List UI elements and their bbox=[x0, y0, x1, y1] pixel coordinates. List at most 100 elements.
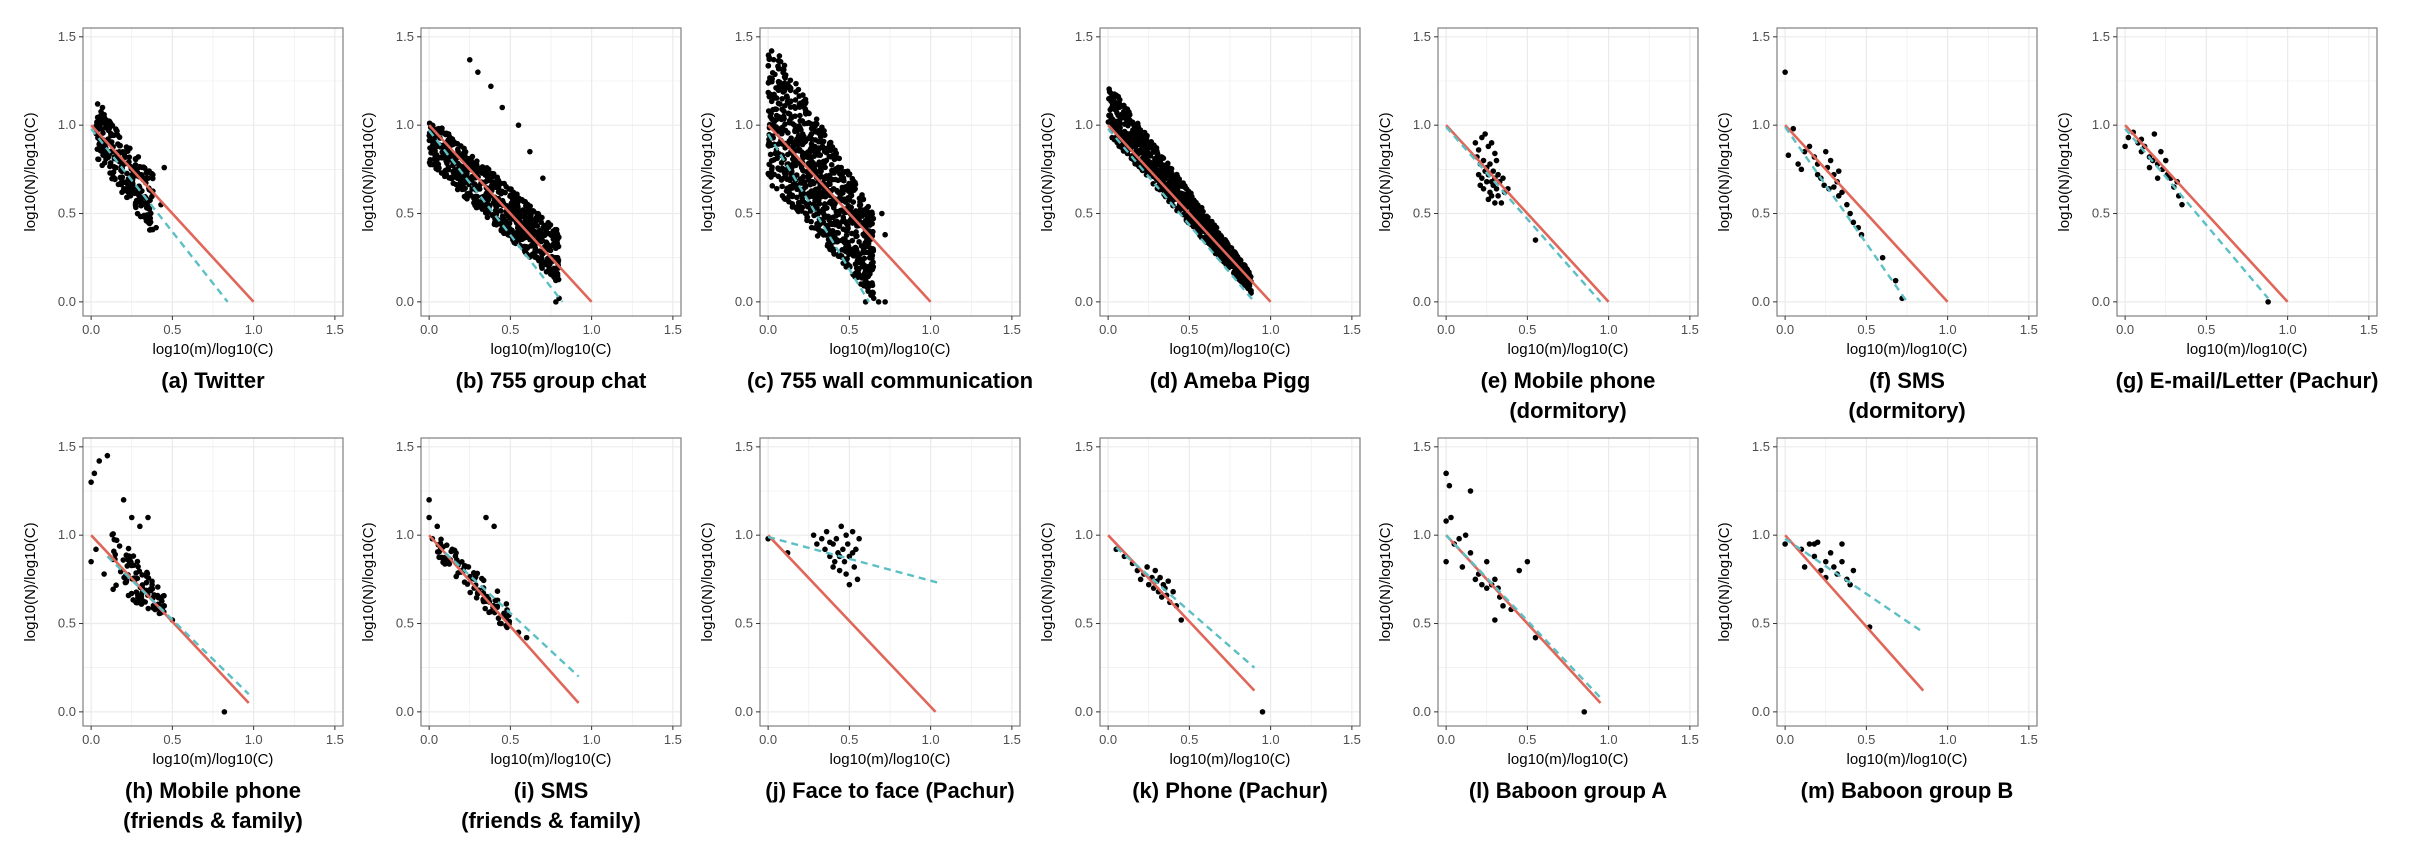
panel-caption: (i) SMS bbox=[514, 778, 589, 803]
data-point bbox=[814, 233, 821, 239]
data-point bbox=[835, 230, 842, 236]
fit-line bbox=[428, 129, 564, 303]
data-point bbox=[102, 125, 109, 131]
data-point bbox=[800, 103, 807, 110]
data-point bbox=[789, 201, 796, 207]
data-point bbox=[1485, 143, 1492, 150]
data-point bbox=[1827, 550, 1834, 556]
data-point bbox=[483, 514, 489, 521]
fit-line bbox=[767, 133, 870, 303]
data-point bbox=[467, 589, 474, 596]
data-point bbox=[96, 458, 103, 464]
data-point bbox=[536, 257, 542, 264]
data-point bbox=[790, 143, 796, 150]
data-point bbox=[779, 183, 785, 190]
data-point bbox=[1500, 603, 1506, 609]
data-point bbox=[820, 158, 827, 165]
data-point bbox=[1483, 178, 1490, 185]
chart-panel: 0.0 0.5 1.0 1.5 0.0 0.5 1.0 1.5 log10(m)/log10(C… bbox=[699, 437, 1021, 803]
data-point bbox=[1144, 141, 1150, 147]
data-point bbox=[503, 230, 510, 237]
data-point bbox=[835, 164, 842, 171]
data-point bbox=[829, 227, 836, 234]
data-point bbox=[139, 582, 146, 588]
data-point bbox=[1467, 488, 1474, 494]
y-tick-label: 1.5 bbox=[396, 29, 414, 44]
data-point bbox=[443, 130, 450, 137]
data-point bbox=[1448, 514, 1454, 521]
y-tick-label: 0.5 bbox=[1752, 616, 1770, 631]
data-point bbox=[480, 598, 487, 605]
x-tick-label: 0.0 bbox=[1099, 322, 1117, 337]
data-points bbox=[1443, 470, 1588, 715]
data-point bbox=[1211, 222, 1218, 228]
x-tick-label: 1.0 bbox=[1600, 732, 1618, 747]
data-point bbox=[438, 536, 444, 543]
y-tick-label: 1.0 bbox=[58, 117, 76, 132]
data-point bbox=[117, 568, 124, 575]
gridlines bbox=[1100, 438, 1360, 726]
data-point bbox=[1475, 147, 1482, 153]
data-point bbox=[106, 118, 113, 124]
data-point bbox=[841, 177, 847, 184]
data-point bbox=[1490, 168, 1497, 174]
data-point bbox=[1831, 564, 1837, 570]
data-point bbox=[794, 128, 801, 134]
y-tick-label: 0.5 bbox=[735, 616, 753, 631]
y-tick-label: 1.5 bbox=[58, 439, 76, 454]
data-point bbox=[870, 264, 877, 270]
data-point bbox=[99, 104, 106, 111]
y-axis-title: log10(N)/log10(C) bbox=[360, 112, 377, 231]
data-point bbox=[841, 558, 848, 565]
data-point bbox=[1117, 124, 1123, 131]
data-point bbox=[843, 532, 849, 538]
x-tick-label: 0.0 bbox=[2116, 322, 2134, 337]
data-point bbox=[789, 156, 796, 162]
data-point bbox=[830, 564, 836, 570]
data-point bbox=[840, 169, 847, 175]
x-axis-title: log10(m)/log10(C) bbox=[1847, 341, 1968, 358]
data-point bbox=[1839, 541, 1845, 547]
data-point bbox=[506, 220, 513, 227]
data-point bbox=[826, 153, 833, 160]
x-tick-label: 1.0 bbox=[245, 322, 263, 337]
data-point bbox=[1480, 157, 1487, 164]
data-point bbox=[1165, 578, 1172, 584]
data-point bbox=[1135, 124, 1142, 131]
data-point bbox=[515, 195, 522, 202]
x-tick-label: 0.5 bbox=[163, 732, 181, 747]
x-tick-label: 0.0 bbox=[759, 732, 777, 747]
data-point bbox=[1493, 157, 1500, 164]
theory-line bbox=[767, 534, 937, 713]
data-point bbox=[2125, 134, 2132, 141]
data-point bbox=[1801, 148, 1808, 155]
data-point bbox=[796, 141, 803, 147]
data-point bbox=[846, 581, 853, 588]
panel-caption: (c) 755 wall communication bbox=[747, 368, 1033, 393]
data-point bbox=[1839, 189, 1845, 196]
y-tick-label: 1.5 bbox=[58, 29, 76, 44]
data-point bbox=[1198, 234, 1205, 241]
panel-border bbox=[1776, 27, 2038, 317]
data-point bbox=[139, 597, 146, 604]
x-tick-label: 1.0 bbox=[2279, 322, 2297, 337]
data-point bbox=[836, 223, 842, 230]
data-point bbox=[2179, 201, 2185, 208]
x-tick-label: 0.5 bbox=[1180, 732, 1198, 747]
data-point bbox=[494, 588, 501, 594]
data-point bbox=[553, 299, 559, 305]
data-point bbox=[1189, 195, 1195, 201]
data-point bbox=[508, 206, 515, 212]
data-point bbox=[780, 69, 786, 76]
data-points bbox=[1472, 131, 1539, 243]
panel-border bbox=[2116, 27, 2378, 317]
data-point bbox=[1795, 161, 1801, 167]
data-point bbox=[767, 75, 773, 81]
data-point bbox=[852, 186, 858, 192]
data-point bbox=[793, 89, 799, 95]
panel-caption: (a) Twitter bbox=[161, 368, 265, 393]
theory-line bbox=[90, 534, 250, 704]
data-point bbox=[774, 155, 780, 162]
data-point bbox=[851, 564, 858, 570]
gridlines bbox=[421, 28, 681, 316]
